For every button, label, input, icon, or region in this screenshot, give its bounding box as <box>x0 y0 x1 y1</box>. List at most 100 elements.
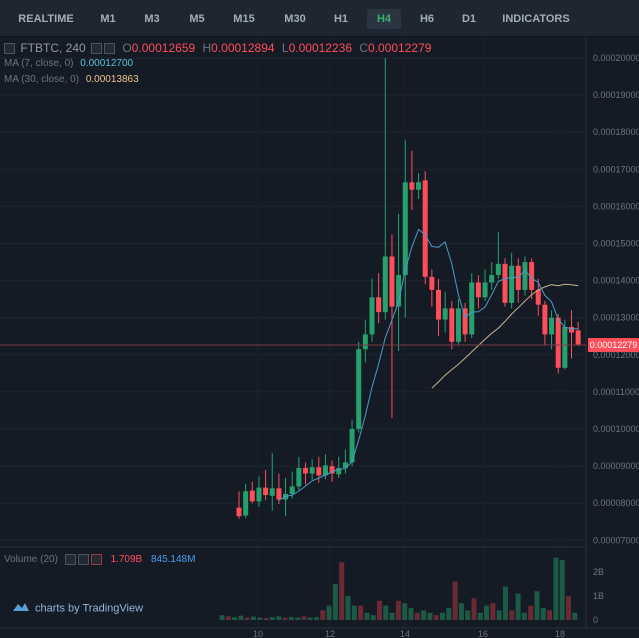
volume-settings-icon[interactable] <box>77 554 89 565</box>
volume-bar <box>465 610 471 620</box>
candle-body <box>329 466 335 474</box>
candle-body <box>549 317 555 335</box>
time-tick-label: 14 <box>400 629 410 638</box>
volume-bar <box>496 610 502 620</box>
ma30-label: MA (30, close, 0) <box>4 74 80 85</box>
candle-body <box>522 262 528 290</box>
candle-body <box>475 282 481 298</box>
tab-h1[interactable]: H1 <box>333 13 349 25</box>
volume-bar <box>566 596 571 620</box>
volume-bar <box>572 612 578 620</box>
price-tick-label: 0.00008000 <box>593 498 639 508</box>
volume-close-icon[interactable] <box>90 554 102 565</box>
price-chart[interactable]: 0.00020000 0.00019000 0.00018000 0.00017000… <box>0 37 639 638</box>
candle-body <box>369 297 375 335</box>
candle-body <box>349 429 355 463</box>
volume-bar <box>282 617 288 620</box>
volume-bar <box>540 608 546 620</box>
volume-tick-label: 0 <box>593 615 598 625</box>
legend-collapse-icon[interactable] <box>4 43 15 55</box>
volume-bar <box>515 593 521 620</box>
volume-bar <box>339 562 345 620</box>
grid-lines <box>0 37 586 628</box>
tab-m30[interactable]: M30 <box>284 13 306 25</box>
volume-bar <box>345 596 351 620</box>
ma7-label: MA (7, close, 0) <box>4 58 74 69</box>
candle-body <box>309 467 315 474</box>
volume-bar <box>295 617 301 620</box>
tab-h6[interactable]: H6 <box>419 13 435 25</box>
volume-bar <box>225 616 231 620</box>
tab-m3[interactable]: M3 <box>144 13 160 25</box>
volume-value-1: 1.709B <box>110 554 143 566</box>
high-value: 0.00012894 <box>211 41 275 55</box>
time-tick-label: 18 <box>555 629 565 638</box>
price-tick-label: 0.00019000 <box>593 90 639 100</box>
close-key: C <box>359 41 369 55</box>
volume-bar <box>276 616 282 620</box>
tradingview-watermark[interactable]: charts by TradingView <box>12 601 143 616</box>
ma30-line <box>431 283 579 389</box>
volume-bar <box>452 581 458 620</box>
candle-body <box>436 289 441 320</box>
candle-body <box>416 182 422 190</box>
tab-d1[interactable]: D1 <box>461 13 477 25</box>
eye-icon[interactable] <box>91 43 103 55</box>
volume-bar <box>364 612 370 620</box>
ma30-legend: MA (30, close, 0) 0.00013863 <box>4 74 139 85</box>
candle-body <box>243 491 249 516</box>
candlesticks <box>236 58 581 519</box>
volume-bar <box>263 618 269 620</box>
candle-body <box>422 180 428 277</box>
price-tick-label: 0.00012000 <box>593 350 639 360</box>
close-value: 0.00012279 <box>368 41 432 55</box>
tab-h4[interactable]: H4 <box>367 9 401 29</box>
price-tick-label: 0.00018000 <box>593 127 639 137</box>
open-key: O <box>122 41 132 55</box>
tab-m15[interactable]: M15 <box>233 13 255 25</box>
volume-tick-label: 1B <box>593 591 604 601</box>
price-tick-label: 0.00007000 <box>593 535 639 545</box>
candle-body <box>409 182 415 190</box>
volume-bar <box>547 610 553 620</box>
timeframe-toolbar: REALTIME M1 M3 M5 M15 M30 H1 H4 H6 D1 IN… <box>0 0 639 37</box>
tab-m1[interactable]: M1 <box>100 13 116 25</box>
volume-bar <box>257 617 263 620</box>
candle-body <box>482 282 488 298</box>
candle-body <box>356 349 362 429</box>
price-tick-label: 0.00016000 <box>593 201 639 211</box>
volume-bar <box>389 612 395 620</box>
price-tick-label: 0.00015000 <box>593 239 639 249</box>
open-value: 0.00012659 <box>131 41 196 55</box>
candle-body <box>276 488 282 500</box>
tab-indicators[interactable]: INDICATORS <box>502 13 570 25</box>
volume-bar <box>320 610 326 620</box>
volume-bar <box>358 605 364 620</box>
volume-bar <box>528 605 534 620</box>
volume-bar <box>521 612 527 620</box>
time-tick-label: 12 <box>325 629 335 638</box>
ohlc-legend: FTBTC, 240 O0.00012659 H0.00012894 L0.00… <box>4 41 431 55</box>
candle-body <box>502 263 508 303</box>
time-tick-label: 10 <box>253 629 263 638</box>
settings-icon[interactable] <box>104 43 116 55</box>
ma7-value: 0.00012700 <box>80 58 134 69</box>
volume-bar <box>414 612 420 620</box>
tab-realtime[interactable]: REALTIME <box>18 13 74 25</box>
volume-axis-labels: 2B 1B 0 <box>593 567 604 625</box>
volume-bar <box>446 608 452 620</box>
volume-legend: Volume (20) 1.709B 845.148M <box>4 554 195 565</box>
volume-bar <box>484 605 490 620</box>
candle-body <box>529 262 535 290</box>
volume-bar <box>301 616 307 620</box>
volume-bars <box>219 557 578 620</box>
tab-m5[interactable]: M5 <box>189 13 205 25</box>
candle-body <box>515 265 521 290</box>
volume-bar <box>288 617 294 620</box>
volume-bar <box>553 557 559 620</box>
candle-body <box>336 467 342 475</box>
volume-eye-icon[interactable] <box>64 554 76 565</box>
price-tick-label: 0.00013000 <box>593 313 639 323</box>
volume-bar <box>383 605 389 620</box>
candle-body <box>489 275 495 283</box>
